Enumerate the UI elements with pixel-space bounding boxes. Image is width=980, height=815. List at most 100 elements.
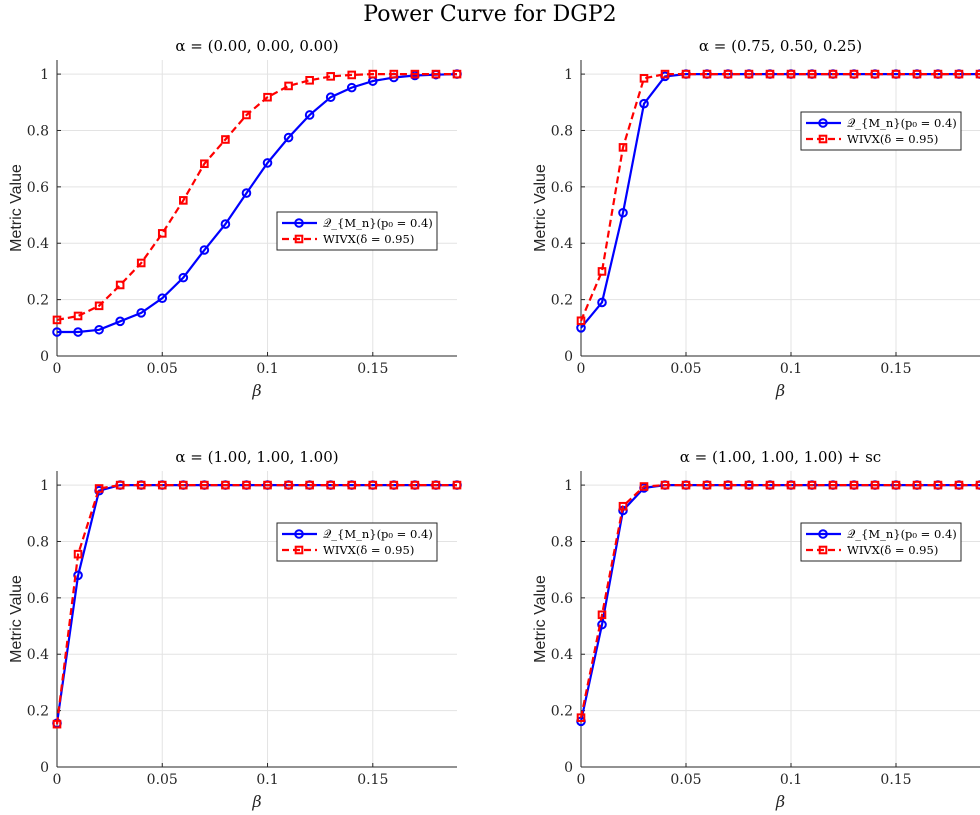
data-point-wivx [639,482,649,491]
legend-label-wivx: WIVX(δ = 0.95) [847,543,938,557]
data-point-wivx [200,159,209,169]
data-point-wivx [639,74,649,83]
data-point-wivx [284,81,293,91]
data-point-q [639,98,649,109]
data-point-q [178,272,189,283]
y-tick-label: 0.8 [27,534,49,550]
data-point-wivx [660,69,670,79]
legend-marker-q [294,529,304,539]
data-point-wivx [576,713,586,722]
legend-label-q: 𝒬_{M_n}(p₀ = 0.4) [323,527,433,541]
x-axis-label: β [251,792,261,811]
legend-marker-wivx [818,545,828,555]
y-tick-label: 1 [564,478,573,494]
data-point-q [115,316,125,327]
data-point-wivx [157,229,167,238]
x-tick-label: 0.05 [670,361,701,377]
data-point-wivx [368,69,378,79]
legend-box [800,522,962,562]
data-point-wivx [618,501,628,511]
data-point-q [283,132,294,143]
data-point-wivx [828,69,838,79]
data-point-wivx [368,480,378,490]
data-point-q [52,327,62,337]
x-tick-label: 0.15 [880,361,911,377]
x-tick-label: 0.15 [880,772,911,788]
chart-title: α = (0.00, 0.00, 0.00) [175,37,338,55]
legend-marker-wivx [294,545,304,555]
chart-panel-2: 0 0.05 0.1 0.15 0 0.2 0.4 0.6 0.8 1 α = (0.75, 0.5… [532,37,980,400]
legend-box [276,522,438,562]
y-tick-label: 0.4 [551,647,573,663]
data-point-wivx [221,135,230,144]
y-tick-label: 0.2 [551,293,573,309]
data-point-q [241,188,252,198]
data-point-wivx [702,480,712,490]
data-point-wivx [389,69,399,79]
x-tick-label: 0.15 [357,361,388,377]
legend-box [800,111,962,151]
chart-title: α = (0.75, 0.50, 0.25) [699,37,862,55]
plot-area [581,471,980,767]
legend-marker-q [818,118,828,128]
x-axis-label: β [251,381,261,400]
y-tick-label: 0.4 [27,647,49,663]
data-point-wivx [263,480,272,490]
y-tick-label: 1 [40,67,49,83]
data-point-q [597,297,607,308]
data-point-q [262,158,273,168]
data-point-wivx [954,480,964,490]
data-point-wivx [912,69,922,79]
y-axis-label: Metric Value [532,575,549,663]
data-point-wivx [933,69,943,79]
legend: 𝒬_{M_n}(p₀ = 0.4) WIVX(δ = 0.95) [800,111,962,151]
data-point-wivx [431,69,441,79]
y-tick-label: 0.6 [27,180,49,196]
chart-title: α = (1.00, 1.00, 1.00) [175,448,338,466]
y-tick-label: 1 [564,67,573,83]
legend-marker-q [294,218,304,228]
x-tick-label: 0 [577,361,586,377]
data-point-q [304,110,315,120]
y-axis-label: Metric Value [8,164,25,252]
legend: 𝒬_{M_n}(p₀ = 0.4) WIVX(δ = 0.95) [276,211,438,251]
data-point-q [220,219,231,229]
x-tick-label: 0.1 [780,772,802,788]
legend-label-q: 𝒬_{M_n}(p₀ = 0.4) [323,216,433,230]
x-tick-label: 0 [53,772,62,788]
data-point-wivx [723,69,733,79]
x-axis-label: β [775,792,785,811]
data-point-wivx [723,480,733,490]
data-point-wivx [744,480,754,490]
data-point-wivx [765,480,775,490]
x-tick-label: 0.1 [256,772,278,788]
data-point-wivx [702,69,712,79]
legend-marker-wivx [818,134,828,144]
data-point-wivx [52,719,62,729]
data-point-wivx [975,480,980,490]
data-point-wivx [326,480,335,490]
data-point-wivx [115,280,125,290]
y-tick-label: 0 [564,349,573,365]
plot-area [57,471,457,767]
data-point-q [73,570,83,581]
chart-title: α = (1.00, 1.00, 1.00) + sc [680,448,881,466]
y-tick-label: 0.2 [551,704,573,720]
data-point-q [597,619,607,630]
data-point-wivx [891,480,901,490]
data-point-wivx [136,480,146,490]
data-point-wivx [94,301,104,311]
y-tick-label: 0.2 [27,704,49,720]
chart-panel-3: 0 0.05 0.1 0.15 0 0.2 0.4 0.6 0.8 1 α = (1.00, 1.0… [8,448,462,811]
data-point-wivx [431,480,441,490]
legend-label-wivx: WIVX(δ = 0.95) [323,232,414,246]
y-tick-label: 0.8 [27,123,49,139]
data-point-wivx [221,480,230,490]
data-point-wivx [618,143,628,152]
data-point-wivx [807,480,817,490]
data-point-wivx [681,480,691,490]
data-point-wivx [807,69,817,79]
data-point-wivx [452,480,462,490]
data-point-wivx [975,69,980,79]
data-point-wivx [933,480,943,490]
